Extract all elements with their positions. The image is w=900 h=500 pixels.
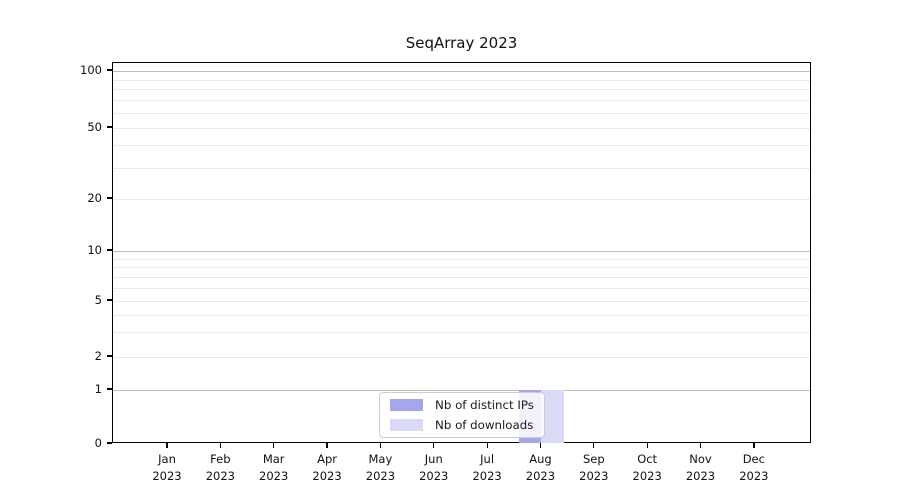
y-tick-mark [107,69,112,71]
x-tick-label: Jan 2023 [152,452,182,483]
gridline-minor [113,258,810,260]
legend-item-distinct-ips: Nb of distinct IPs [380,398,544,412]
x-tick-label: Nov 2023 [685,452,716,483]
y-tick-label: 1 [94,382,102,396]
x-tick-label: Sep 2023 [579,452,609,483]
x-tick-label: Dec 2023 [739,452,769,483]
gridline-minor [113,287,810,289]
x-tick-mark [433,443,435,448]
y-tick-label: 0 [94,436,102,450]
gridline-minor [113,332,810,334]
legend: Nb of distinct IPs Nb of downloads [379,392,545,438]
y-tick-mark [107,299,112,301]
gridline-minor [113,128,810,129]
x-tick-mark [539,443,542,448]
y-tick-mark [107,388,112,390]
x-tick-mark [593,443,595,448]
x-tick-mark [273,443,275,448]
y-tick-label: 5 [94,293,102,307]
gridline-minor [113,79,810,81]
gridline-minor [113,276,810,278]
y-tick-mark [107,249,112,251]
plot-area: Nb of distinct IPs Nb of downloads [112,62,811,443]
gridline-minor [113,357,810,358]
legend-label-downloads: Nb of downloads [435,417,534,432]
y-tick-mark [107,355,112,357]
y-tick-mark [107,126,112,128]
gridline-major [113,251,810,252]
legend-label-distinct-ips: Nb of distinct IPs [435,398,534,413]
x-tick-mark [486,443,488,448]
x-tick-mark [166,443,168,448]
chart-title: SeqArray 2023 [405,34,518,52]
x-tick-label: Apr 2023 [312,452,342,483]
gridline-minor [113,267,810,269]
y-tick-mark [107,442,112,444]
gridline-minor [113,100,810,102]
gridline-minor [113,145,810,147]
y-tick-label: 100 [80,63,102,77]
y-tick-label: 10 [87,243,102,257]
x-tick-mark [219,443,222,448]
y-tick-label: 20 [87,191,102,205]
x-tick-label: Feb 2023 [205,452,235,483]
gridline-minor [113,301,810,302]
gridline-minor [113,314,810,316]
gridline-minor [113,167,810,169]
x-tick-mark [326,443,328,448]
x-tick-mark [753,443,755,448]
y-tick-mark [107,197,112,199]
y-tick-label: 2 [94,349,102,363]
gridline-minor [113,113,810,114]
legend-swatch-distinct-ips-icon [390,399,423,412]
gridline-major [113,390,810,391]
x-tick-mark [646,443,648,448]
x-tick-label: Mar 2023 [259,452,289,483]
gridline-minor [113,89,810,91]
x-tick-label: Oct 2023 [632,452,662,483]
legend-item-downloads: Nb of downloads [380,418,544,432]
x-tick-label: Jun 2023 [419,452,449,483]
gridline-minor [113,199,810,200]
bar-downloads [541,390,564,443]
x-tick-label: May 2023 [365,452,396,483]
x-tick-mark [379,443,382,448]
y-tick-label: 50 [87,120,102,134]
gridline-major [113,71,810,72]
x-tick-label: Aug 2023 [525,452,556,483]
legend-swatch-downloads-icon [390,418,423,431]
x-tick-mark [699,443,702,448]
x-tick-label: Jul 2023 [472,452,502,483]
